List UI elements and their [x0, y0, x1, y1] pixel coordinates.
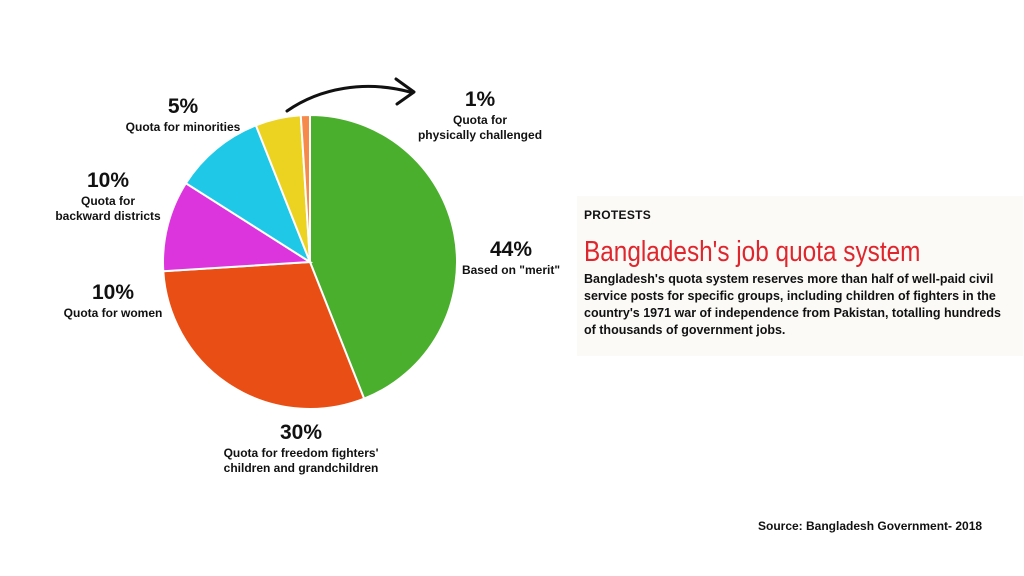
pointer-arrow: [285, 84, 412, 113]
slice-percent-minorities: 5%: [167, 95, 199, 118]
slice-caption-minorities: Quota for minorities: [125, 120, 241, 135]
pie-slice-physically-challenged: [299, 113, 311, 263]
slice-label-minorities: 5% Quota for minorities: [116, 94, 250, 135]
slice-percent-merit: 44%: [489, 238, 533, 261]
source-note: Source: Bangladesh Government- 2018: [758, 519, 983, 533]
pie-slice-women: [161, 181, 314, 273]
panel-kicker: PROTESTS: [584, 208, 652, 222]
panel-description: Bangladesh's quota system reserves more …: [584, 272, 1001, 337]
slice-caption-merit: Based on "merit": [461, 263, 561, 278]
slice-label-merit: 44% Based on "merit": [456, 237, 566, 278]
slice-label-physically-challenged: 1% Quota for physically challenged: [412, 87, 548, 143]
slice-label-freedom-fighters: 30% Quota for freedom fighters' children…: [201, 420, 401, 476]
slice-percent-backward-districts: 10%: [86, 169, 130, 192]
pointer-arrowhead: [394, 77, 416, 106]
pie-slice-freedom-fighters: [162, 260, 366, 410]
slice-percent-freedom-fighters: 30%: [279, 421, 323, 444]
slice-label-backward-districts: 10% Quota for backward districts: [48, 168, 168, 224]
slice-caption-physically-challenged: Quota for physically challenged: [417, 113, 543, 143]
slice-label-women: 10% Quota for women: [53, 280, 173, 321]
panel-headline: Bangladesh's job quota system: [584, 236, 921, 268]
slice-caption-freedom-fighters: Quota for freedom fighters' children and…: [223, 446, 379, 476]
slice-caption-backward-districts: Quota for backward districts: [55, 194, 161, 224]
slice-percent-physically-challenged: 1%: [464, 88, 496, 111]
slice-caption-women: Quota for women: [63, 306, 163, 321]
pie-slice-merit: [309, 113, 458, 400]
slice-percent-women: 10%: [91, 281, 135, 304]
info-panel: PROTESTS Bangladesh's job quota system B…: [577, 196, 1023, 356]
pie-slice-backward-districts: [184, 124, 313, 265]
